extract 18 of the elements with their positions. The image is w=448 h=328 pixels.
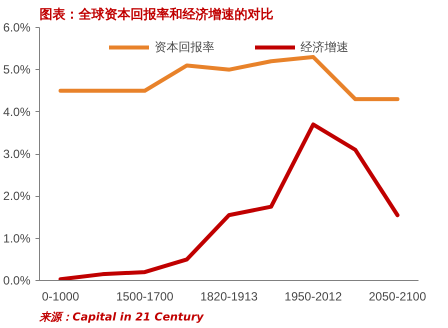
legend-label: 经济增速 (300, 38, 348, 56)
y-tick-label: 5.0% (3, 62, 31, 77)
x-tick-label: 1950-2012 (284, 290, 342, 304)
y-tick-label: 3.0% (3, 147, 31, 161)
chart-title: 图表：全球资本回报率和经济增速的对比 (40, 6, 274, 22)
line-series (58, 55, 400, 102)
y-tick-label: 2.0% (3, 189, 31, 204)
y-tick-label: 4.0% (3, 104, 31, 119)
y-tick-label: 0.0% (3, 274, 31, 288)
source-note: 来源：Capital in 21 Century (38, 310, 204, 324)
line-series (58, 122, 400, 280)
y-tick-label: 6.0% (3, 20, 31, 34)
x-tick-label: 1820-1913 (200, 290, 258, 304)
legend-label: 资本回报率 (154, 38, 214, 56)
x-tick-label: 1500-1700 (116, 290, 174, 304)
y-tick-label: 1.0% (3, 231, 31, 246)
x-tick-label: 2050-2100 (368, 290, 426, 304)
x-tick-label: 0-1000 (42, 290, 80, 304)
